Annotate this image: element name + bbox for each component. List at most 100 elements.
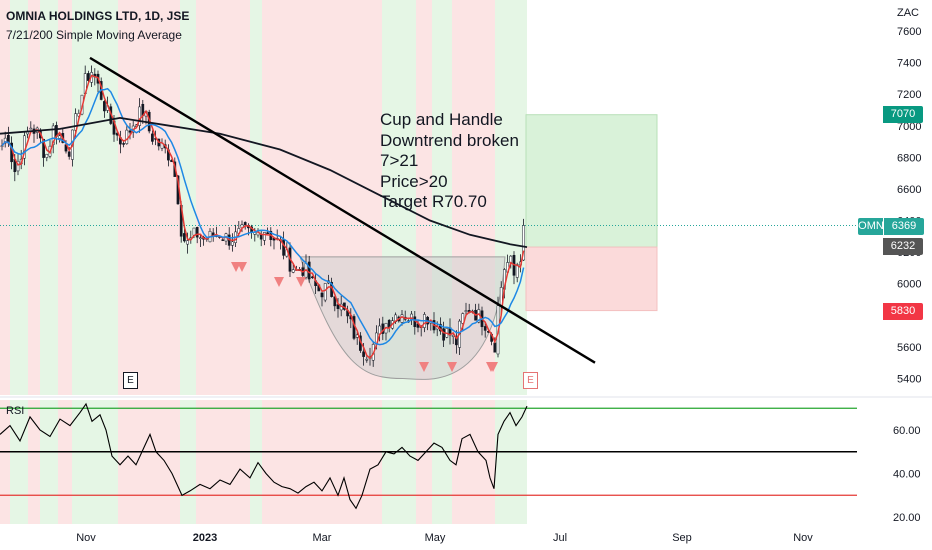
ma200-line [0,116,528,248]
candle-body [195,227,199,238]
price-tick-label: 6600 [897,184,921,196]
annotation-line: Target R70.70 [380,192,487,212]
rsi-tick-label: 20.00 [893,512,921,524]
time-tick-label: Jul [553,532,567,544]
rsi-background-band [40,400,58,524]
currency-label: ZAC [897,7,919,19]
sell-arrow-icon [488,362,498,372]
candle-body [221,239,225,241]
rsi-background-band [0,400,10,524]
candle-body [483,326,487,331]
rsi-background-band [118,400,180,524]
candle-body [464,310,468,312]
background-band [72,0,118,395]
candle-body [128,130,132,133]
candle-body [183,233,186,242]
candle-body [493,342,497,353]
candle-body [58,135,61,139]
rsi-line [0,402,528,510]
time-tick-label: Nov [76,532,96,544]
candle-body [266,232,269,234]
indicator-label[interactable]: 7/21/200 Simple Moving Average [6,28,182,42]
rsi-background-band [196,400,250,524]
background-band [495,0,527,395]
candle-body [442,328,445,341]
target-zone [525,114,658,248]
candle-body [320,292,324,298]
ma-price-tag: 6232 [883,238,923,255]
rsi-panel: RSI [0,402,857,510]
candle-body [122,143,125,145]
candle-body [365,358,369,361]
background-band [250,0,262,395]
candle-body [192,227,196,236]
sell-arrow-icon [296,277,306,287]
candle-body [16,160,20,172]
rsi-background-band [250,400,262,524]
rsi-background-band [180,400,196,524]
stop-zone [525,246,658,312]
rsi-background-band [28,400,40,524]
rsi-background-band [72,400,118,524]
time-tick-label: 2023 [193,532,217,544]
candle-body [461,313,465,324]
candle-body [455,336,458,346]
annotation-line: Price>20 [380,171,448,191]
price-tick-label: 5600 [897,342,921,354]
target-price-tag: 7070 [883,106,923,123]
candle-body [243,222,247,226]
sell-arrow-icon [447,362,457,372]
candle-body [199,237,202,239]
candle-body [125,129,129,144]
candle-body [323,283,327,301]
candle-body [29,127,33,130]
candle-body [259,234,263,240]
signal-arrows [231,262,498,372]
background-band [180,0,196,395]
background-band [196,0,250,395]
candle-body [103,101,106,112]
time-tick-label: Mar [313,532,332,544]
downtrend-line [89,56,596,364]
background-band [10,0,28,395]
background-band [0,0,10,395]
candle-body [291,269,295,273]
candle-body [87,73,90,81]
earnings-flag-upcoming[interactable]: E [523,372,538,389]
ma21-line [1,87,525,346]
sell-arrow-icon [274,277,284,287]
rsi-background-band [382,400,416,524]
rsi-tick-label: 60.00 [893,425,921,437]
rsi-title: RSI [6,405,24,417]
annotation-text[interactable]: Cup and Handle Downtrend broken 7>21 Pri… [380,110,519,213]
rsi-background-band [432,400,452,524]
price-tick-label: 7600 [897,26,921,38]
background-band [58,0,72,395]
candle-body [400,314,404,323]
background-band [28,0,40,395]
rsi-background-band [58,400,72,524]
chart-title[interactable]: OMNIA HOLDINGS LTD, 1D, JSE [6,9,190,23]
candle-body [282,239,285,256]
annotation-line: Cup and Handle [380,110,503,129]
rsi-background-band [495,400,527,524]
rsi-background-band [452,400,495,524]
price-tick-label: 7000 [897,121,921,133]
candle-body [307,261,311,280]
earnings-flag[interactable]: E [123,372,138,389]
candle-body [263,232,266,241]
last-price-tag: 6369 [883,218,924,235]
candle-body [3,137,7,144]
ma7-line [1,74,525,360]
candle-body [186,240,189,245]
candle-body [231,241,234,246]
sell-arrow-icon [237,262,247,272]
background-band [40,0,58,395]
rsi-background-band [416,400,432,524]
candle-body [67,151,71,157]
candle-body [362,351,365,357]
rsi-background-band [10,400,28,524]
sell-arrow-icon [419,362,429,372]
candle-body [138,106,141,126]
price-tick-label: 6000 [897,279,921,291]
